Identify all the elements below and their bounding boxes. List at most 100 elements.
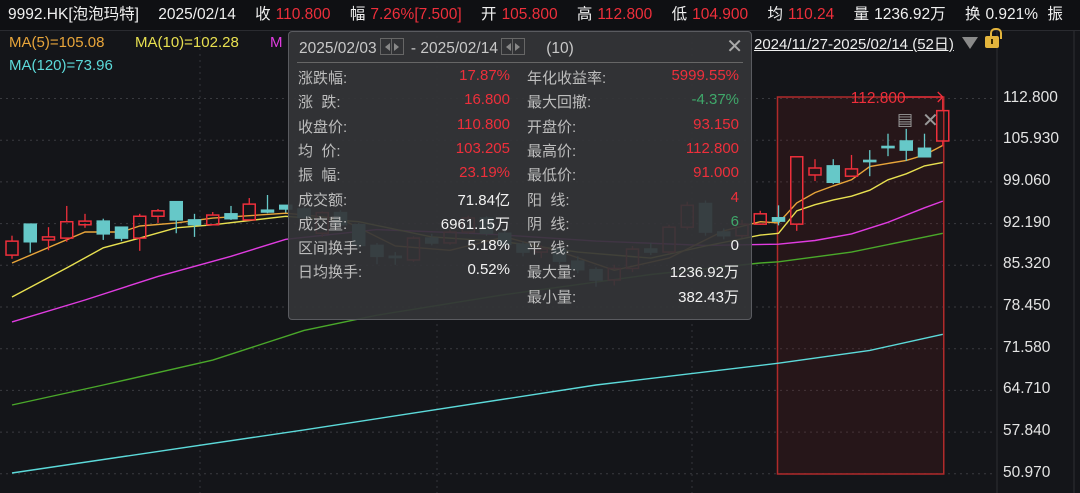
stat-row: 涨 跌: 16.800 [298,91,510,111]
stat-label: 收盘价: [298,118,348,136]
quote-header: 9992.HK[泡泡玛特] 2025/02/14 收 110.800 幅 7.26%… [0,0,1080,31]
candle-up [790,156,804,225]
close-value: 110.800 [275,6,331,23]
stat-row: 最小量: 382.43万 [527,286,739,306]
stat-label: 最高价: [527,142,577,160]
y-tick-label: 92.190 [1003,213,1051,231]
candle-down [863,159,877,163]
stat-value: 23.19% [459,164,510,182]
high-label: 高 [576,6,593,23]
stat-label: 日均换手: [298,264,363,282]
stat-row: 最大回撤: -4.37% [527,91,739,111]
y-tick-label: 64.710 [1003,380,1051,398]
candle-up [151,210,165,218]
change-label: 幅 [349,6,366,23]
interval-stats-popup: 2025/02/03 - 2025/02/14 (10) ✕ 涨跌幅: 17.87… [288,31,752,320]
stat-row: 涨跌幅: 17.87% [298,67,510,87]
stat-row: 日均换手: 0.52% [298,261,510,281]
turnover-value: 0.921% [985,6,1039,23]
legend-ma120: MA(120)=73.96 [9,57,113,74]
stat-row: 区间换手: 5.18% [298,237,510,257]
candle-down [23,223,37,243]
y-tick-label: 50.970 [1003,463,1051,481]
candle-down [881,145,895,149]
y-tick-label: 71.580 [1003,338,1051,356]
stat-row: 最低价: 91.000 [527,164,739,184]
stat-value: 6 [730,212,739,230]
stat-label: 成交量: [298,215,348,233]
candle-up [78,220,92,226]
candle-down [826,165,840,184]
y-tick-label: 57.840 [1003,422,1051,440]
y-tick-label: 85.320 [1003,255,1051,273]
stat-value: -4.37% [691,91,739,109]
turnover-label: 换 [964,6,981,23]
start-date-stepper[interactable] [379,38,404,55]
date-range-link[interactable]: 2024/11/27-2025/02/14 (52日) [754,36,954,53]
candle-up [936,109,950,142]
open-value: 105.800 [501,6,558,23]
stat-row: 成交量: 6961.15万 [298,213,510,233]
volume-label: 量 [853,6,870,23]
stat-label: 最小量: [527,288,577,306]
legend-ma20: M [270,34,283,51]
maximize-icon[interactable]: ▤ [897,110,914,129]
candle-up [206,214,220,226]
highlight-range-box [776,96,945,475]
close-label: 收 [255,6,271,23]
stat-row: 均 价: 103.205 [298,140,510,160]
candle-up [41,236,56,241]
candle-down [96,220,110,235]
stat-row: 最高价: 112.800 [527,140,739,160]
candle-down [114,226,129,239]
dropdown-triangle-icon[interactable] [962,37,978,49]
stat-row: 成交额: 71.84亿 [298,189,510,209]
stat-label: 年化收益率: [527,70,607,87]
y-tick-label: 105.930 [1003,130,1060,148]
stat-label: 平 线: [527,240,570,258]
stat-label: 最大量: [527,264,577,282]
high-value: 112.800 [597,6,653,23]
max-arrow-head [937,91,944,103]
stat-row: 年化收益率: 5999.55% [527,67,739,87]
stat-row: 平 线: 0 [527,237,739,257]
stat-row: 收盘价: 110.800 [298,116,510,136]
candle-up [844,168,859,177]
stat-value: 5.18% [467,237,510,255]
stat-label: 阳 线: [527,191,570,209]
candle-up [242,203,256,221]
popup-title: 2025/02/03 - 2025/02/14 (10) [299,38,574,58]
volume-value: 1236.92万 [874,6,946,23]
stat-value: 5999.55% [671,67,739,84]
candle-down [771,217,786,222]
y-tick-label: 112.800 [1003,88,1058,106]
y-tick-label: 99.060 [1003,171,1051,189]
stat-value: 16.800 [464,91,510,109]
end-date-stepper[interactable] [500,38,525,55]
close-icon[interactable]: ✕ [726,36,743,58]
candle-down [260,209,275,213]
stat-label: 最大回撤: [527,94,592,112]
stat-value: 0 [730,237,739,255]
open-label: 开 [481,6,497,23]
stat-label: 振 幅: [298,167,341,185]
low-value: 104.900 [692,6,749,23]
candle-up [808,167,822,176]
stat-value: 93.150 [693,115,739,133]
stat-row: 阴 线: 6 [527,213,739,233]
avg-label: 均 [767,6,783,23]
y-tick-label: 78.450 [1003,297,1051,314]
max-price-label: 112.800 [851,90,906,107]
stat-label: 成交额: [298,191,348,209]
candle-down [187,219,202,226]
candle-up [753,213,767,225]
lock-icon[interactable] [985,28,1002,48]
close-highlight-icon[interactable]: ✕ [922,110,939,132]
quote-date: 2025/02/14 [158,6,236,23]
date-separator: - [410,40,417,57]
stat-value: 110.800 [456,115,510,133]
amplitude-label: 振 [1047,6,1063,23]
low-label: 低 [671,6,688,23]
start-date: 2025/02/03 [299,40,377,57]
symbol: 9992.HK[泡泡玛特] [8,6,139,23]
